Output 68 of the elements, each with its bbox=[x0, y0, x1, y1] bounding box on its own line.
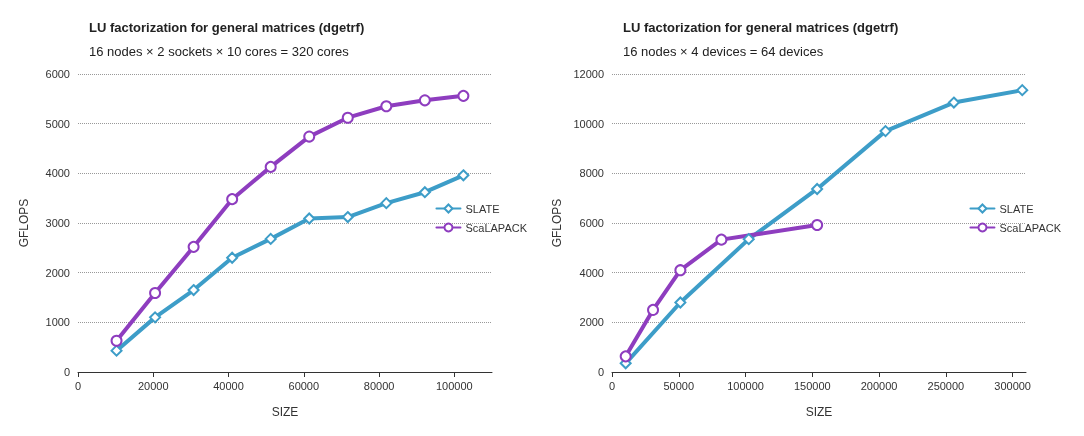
point bbox=[187, 240, 200, 253]
y-tick-label: 5000 bbox=[45, 117, 70, 130]
point bbox=[187, 284, 200, 297]
y-tick-label: 2000 bbox=[579, 316, 604, 329]
x-tick-label: 40000 bbox=[213, 379, 244, 392]
x-axis-title: SIZE bbox=[805, 405, 833, 419]
y-tick-label: 8000 bbox=[579, 167, 604, 180]
point bbox=[226, 193, 239, 206]
point bbox=[457, 89, 470, 102]
point bbox=[674, 296, 687, 309]
point bbox=[264, 160, 277, 173]
point bbox=[341, 111, 354, 124]
legend-label: ScaLAPACK bbox=[465, 221, 528, 234]
x-tick-label: 80000 bbox=[363, 379, 395, 392]
y-tick-label: 0 bbox=[597, 366, 604, 378]
y-tick-label: 0 bbox=[63, 366, 70, 378]
legend-label: ScaLAPACK bbox=[999, 221, 1062, 234]
y-axis-title: GFLOPS bbox=[549, 198, 564, 248]
point bbox=[811, 182, 824, 195]
chart-subtitle: 16 nodes × 2 sockets × 10 cores = 320 cores bbox=[89, 44, 350, 59]
point bbox=[303, 130, 316, 143]
point bbox=[380, 100, 393, 113]
point bbox=[149, 311, 162, 324]
y-axis-title: GFLOPS bbox=[17, 198, 31, 248]
legend-label: SLATE bbox=[465, 202, 500, 215]
x-tick-label: 50000 bbox=[663, 379, 695, 392]
point bbox=[149, 287, 162, 300]
y-tick-label: 12000 bbox=[573, 68, 604, 80]
x-tick-label: 0 bbox=[74, 379, 82, 392]
y-tick-label: 10000 bbox=[573, 117, 604, 130]
point bbox=[742, 233, 755, 246]
point bbox=[947, 96, 960, 109]
x-tick-label: 20000 bbox=[137, 379, 169, 392]
legend-label: SLATE bbox=[999, 202, 1034, 215]
x-tick-label: 60000 bbox=[288, 379, 320, 392]
chart-title: LU factorization for general matrices (dgetrf) bbox=[623, 20, 899, 35]
x-tick-label: 300000 bbox=[994, 379, 1031, 392]
point bbox=[418, 94, 431, 107]
y-tick-label: 3000 bbox=[45, 217, 70, 229]
y-tick-label: 6000 bbox=[579, 217, 604, 229]
chart-title: LU factorization for general matrices (dgetrf) bbox=[89, 20, 365, 35]
x-axis-title: SIZE bbox=[271, 405, 299, 419]
point bbox=[341, 211, 354, 224]
point bbox=[811, 218, 824, 231]
x-tick-label: 250000 bbox=[927, 379, 965, 392]
y-tick-label: 4000 bbox=[579, 266, 604, 279]
point bbox=[380, 197, 393, 210]
point bbox=[647, 303, 660, 316]
point bbox=[264, 232, 277, 245]
point bbox=[674, 264, 687, 277]
point bbox=[457, 169, 470, 182]
x-tick-label: 100000 bbox=[436, 379, 473, 392]
y-tick-label: 1000 bbox=[45, 316, 70, 329]
y-tick-label: 6000 bbox=[45, 68, 70, 80]
x-tick-label: 200000 bbox=[860, 379, 898, 392]
y-tick-label: 2000 bbox=[45, 266, 70, 279]
chart-subtitle: 16 nodes × 4 devices = 64 devices bbox=[623, 44, 824, 59]
point bbox=[879, 125, 892, 138]
x-tick-label: 0 bbox=[608, 379, 616, 392]
point bbox=[619, 350, 632, 363]
x-tick-label: 150000 bbox=[793, 379, 831, 392]
point bbox=[1016, 84, 1029, 97]
point bbox=[715, 233, 728, 246]
point bbox=[418, 186, 431, 199]
y-tick-label: 4000 bbox=[45, 167, 70, 180]
x-tick-label: 100000 bbox=[727, 379, 764, 392]
point bbox=[110, 334, 123, 347]
point bbox=[226, 251, 239, 264]
